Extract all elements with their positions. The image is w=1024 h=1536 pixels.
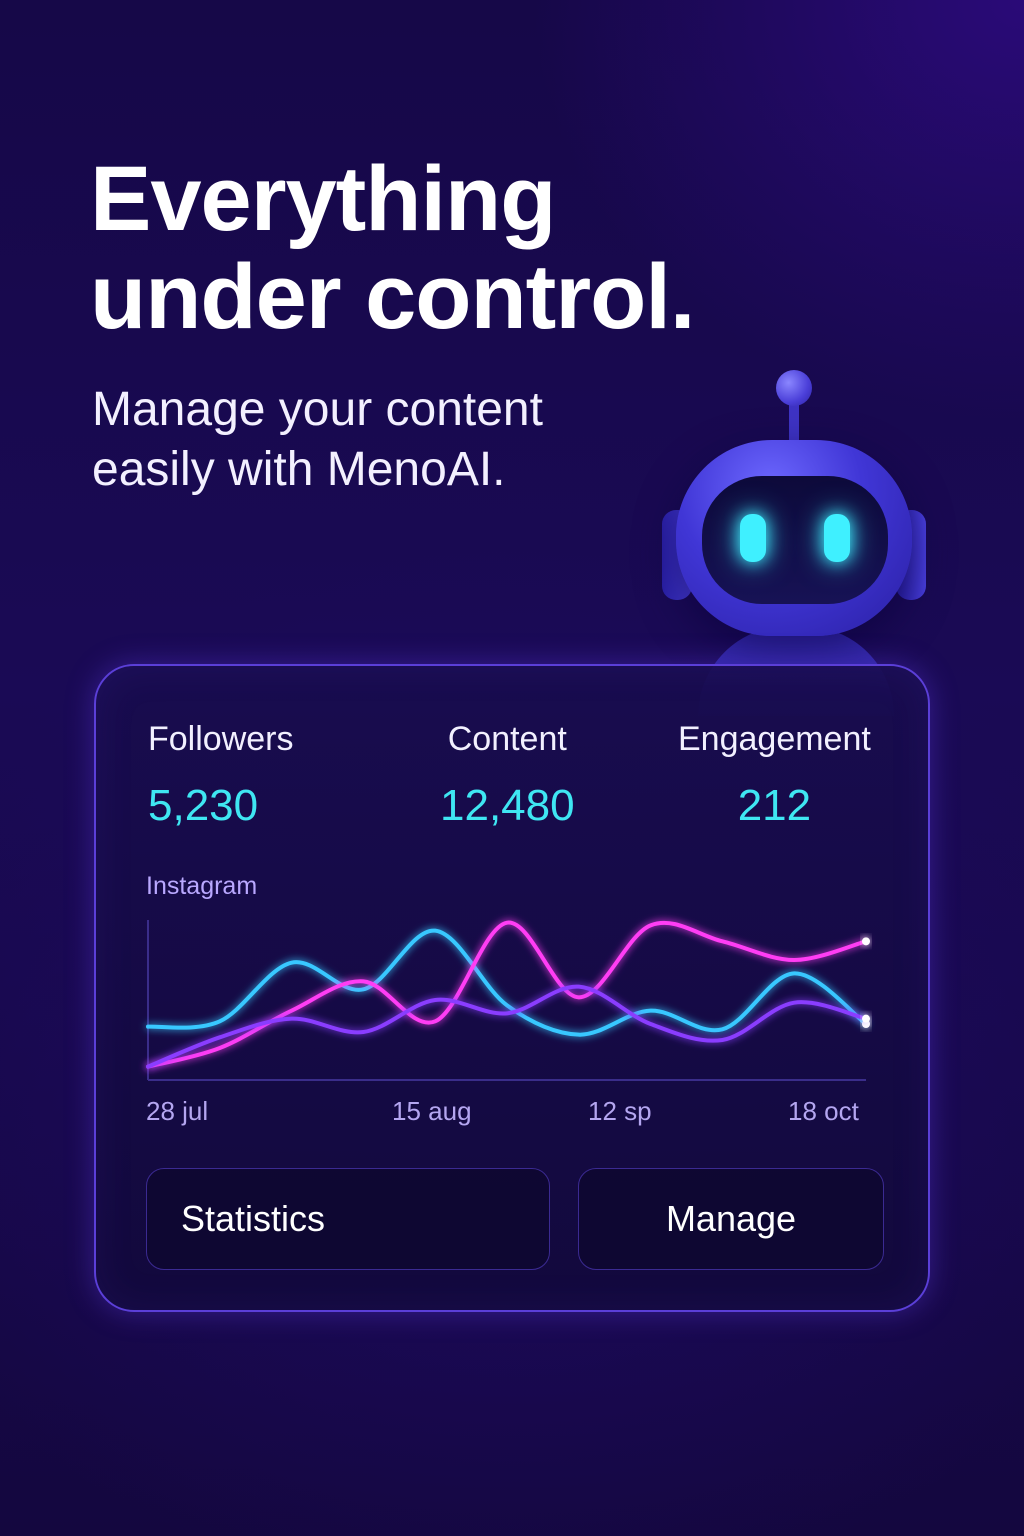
subheadline: Manage your content easily with MenoAI. bbox=[92, 383, 543, 496]
stat-value: 12,480 bbox=[440, 781, 575, 830]
x-tick-label: 12 sp bbox=[588, 1096, 652, 1126]
chart-title: Instagram bbox=[146, 872, 258, 900]
stat-value: 5,230 bbox=[148, 781, 259, 830]
manage-button[interactable]: Manage bbox=[578, 1168, 884, 1270]
chart-series-end-point bbox=[862, 937, 870, 946]
stat-content: Content 12,480 bbox=[440, 720, 575, 831]
x-tick-label: 28 jul bbox=[146, 1096, 209, 1126]
chart-series-end-point bbox=[862, 1014, 870, 1023]
stat-value: 212 bbox=[737, 781, 812, 830]
stat-followers: Followers 5,230 bbox=[148, 720, 293, 831]
robot-antenna bbox=[789, 400, 799, 444]
x-tick-label: 15 aug bbox=[392, 1096, 472, 1126]
stat-engagement: Engagement 212 bbox=[678, 720, 871, 831]
line-chart bbox=[146, 920, 870, 1081]
statistics-button[interactable]: Statistics bbox=[146, 1168, 550, 1270]
dashboard-card: Followers 5,230 Content 12,480 Engagemen… bbox=[94, 664, 930, 1312]
x-tick-label: 18 oct bbox=[788, 1096, 859, 1126]
headline: Everything under control. bbox=[90, 148, 695, 348]
robot-head bbox=[676, 440, 912, 636]
chart-series-line-1 bbox=[146, 928, 868, 1037]
robot-antenna-ball bbox=[776, 370, 812, 406]
statistics-button-label: Statistics bbox=[181, 1198, 326, 1239]
chart-series-line-3 bbox=[146, 984, 868, 1069]
robot-mascot-icon bbox=[660, 370, 930, 716]
stat-label: Engagement bbox=[678, 720, 871, 758]
chart-series-line-2 bbox=[146, 920, 868, 1069]
stat-label: Content bbox=[447, 720, 567, 758]
robot-visor bbox=[702, 476, 888, 604]
manage-button-label: Manage bbox=[665, 1198, 797, 1239]
robot-eye-right bbox=[824, 514, 850, 562]
robot-eye-left bbox=[740, 514, 766, 562]
stat-label: Followers bbox=[148, 720, 294, 758]
